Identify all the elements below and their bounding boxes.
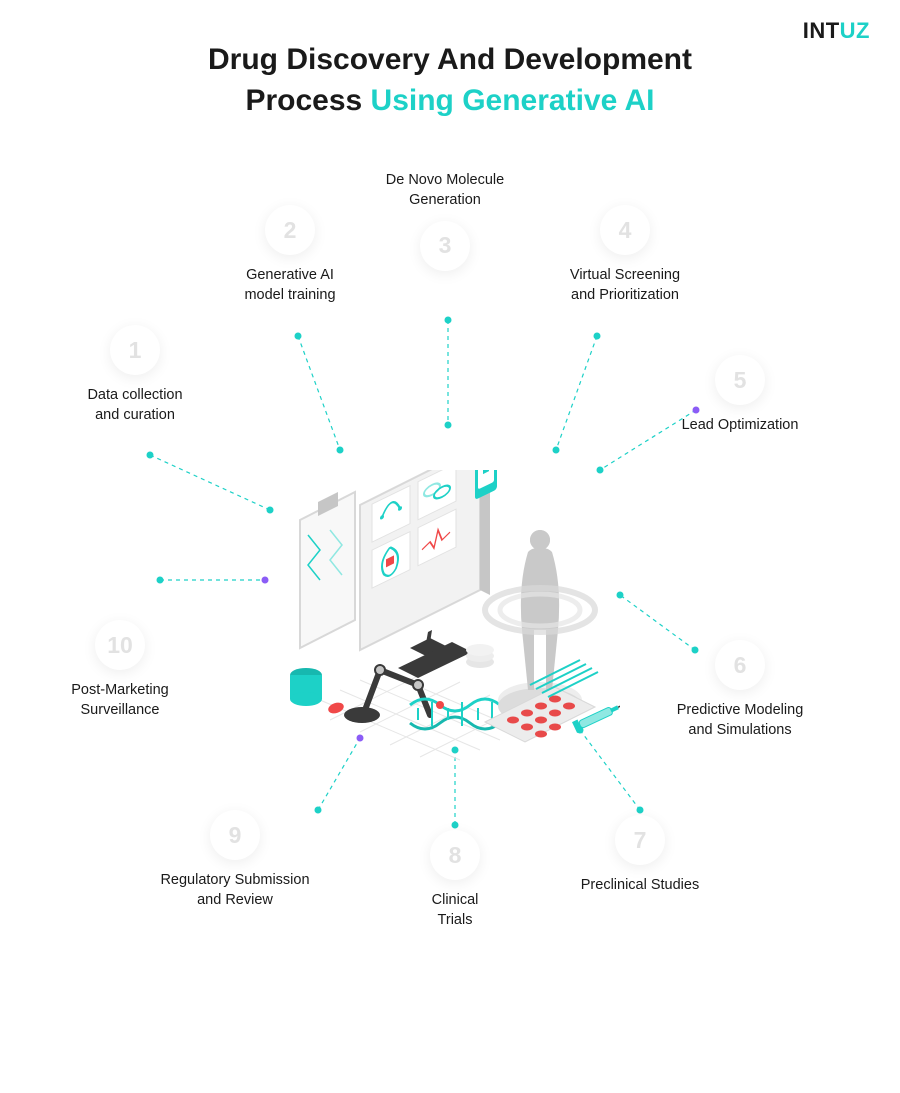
center-illustration-svg xyxy=(280,470,620,770)
step-label: Lead Optimization xyxy=(655,415,825,435)
process-step-8: 8 ClinicalTrials xyxy=(370,830,540,931)
step-label: Post-MarketingSurveillance xyxy=(35,680,205,721)
process-step-6: 6 Predictive Modelingand Simulations xyxy=(655,640,825,741)
step-number-badge: 7 xyxy=(615,815,665,865)
step-label: Virtual Screeningand Prioritization xyxy=(540,265,710,306)
step-label: Regulatory Submissionand Review xyxy=(150,870,320,911)
center-illustration xyxy=(280,470,620,770)
process-step-1: 1 Data collectionand curation xyxy=(50,325,220,426)
process-step-3: De Novo MoleculeGeneration 3 xyxy=(360,170,530,271)
title-line-1: Drug Discovery And Development xyxy=(208,43,692,76)
step-number-badge: 5 xyxy=(715,355,765,405)
process-step-10: 10 Post-MarketingSurveillance xyxy=(35,620,205,721)
step-number-badge: 6 xyxy=(715,640,765,690)
step-number-badge: 1 xyxy=(110,325,160,375)
step-label: De Novo MoleculeGeneration xyxy=(360,170,530,211)
step-number-badge: 4 xyxy=(600,205,650,255)
step-number-badge: 8 xyxy=(430,830,480,880)
page-title: Drug Discovery And Development Process U… xyxy=(0,40,900,121)
step-label: Predictive Modelingand Simulations xyxy=(655,700,825,741)
step-number-badge: 9 xyxy=(210,810,260,860)
title-line-2-dark: Process xyxy=(245,84,370,117)
title-line-2-highlight: Using Generative AI xyxy=(371,84,655,117)
step-number-badge: 10 xyxy=(95,620,145,670)
process-step-7: 7 Preclinical Studies xyxy=(555,815,725,895)
step-number-badge: 3 xyxy=(420,221,470,271)
process-step-5: 5 Lead Optimization xyxy=(655,355,825,435)
process-step-4: 4 Virtual Screeningand Prioritization xyxy=(540,205,710,306)
step-label: Data collectionand curation xyxy=(50,385,220,426)
process-diagram: 1 Data collectionand curation 2 Generative … xyxy=(0,170,900,1070)
step-number-badge: 2 xyxy=(265,205,315,255)
step-label: Generative AImodel training xyxy=(205,265,375,306)
step-label: Preclinical Studies xyxy=(555,875,725,895)
step-label: ClinicalTrials xyxy=(370,890,540,931)
process-step-2: 2 Generative AImodel training xyxy=(205,205,375,306)
process-step-9: 9 Regulatory Submissionand Review xyxy=(150,810,320,911)
